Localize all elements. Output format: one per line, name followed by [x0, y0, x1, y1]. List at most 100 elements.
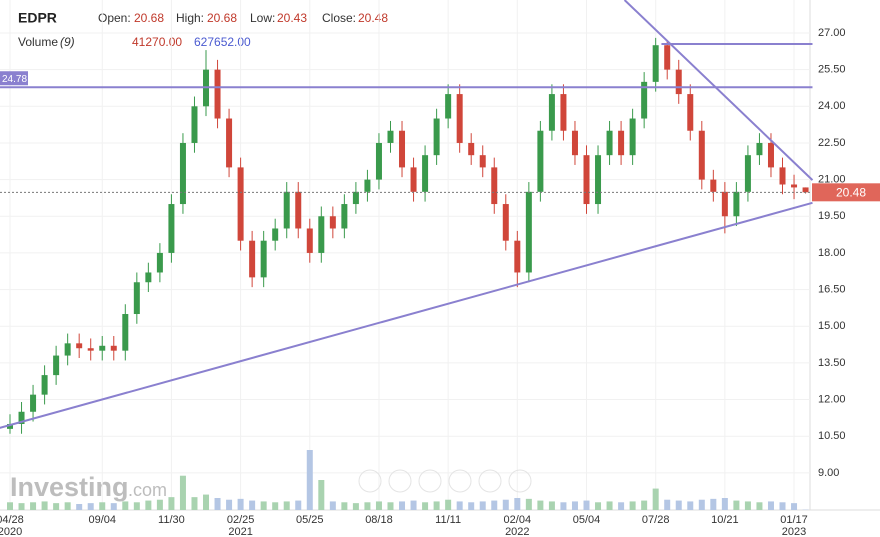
candle-body [606, 130, 613, 156]
candle-body [571, 130, 578, 156]
volume-period: (9) [60, 35, 75, 49]
volume-bar [606, 501, 613, 510]
volume-bar [249, 500, 256, 510]
volume-bar [387, 502, 394, 510]
volume-bar [237, 498, 244, 510]
volume-bar [733, 500, 740, 510]
candle-body [352, 191, 359, 205]
candle-body [168, 204, 175, 253]
candle-body [641, 81, 648, 119]
nav-button[interactable] [478, 469, 502, 493]
trend-line [0, 201, 813, 429]
nav-button[interactable] [508, 469, 532, 493]
volume-bar [479, 501, 486, 510]
candle-body [629, 118, 636, 156]
candle-body [422, 155, 429, 192]
candle-body [687, 94, 694, 131]
candle-body [283, 191, 290, 229]
volume-bar [468, 502, 475, 510]
last-price-tag [812, 183, 880, 202]
candle-body [456, 94, 463, 143]
high-label: High: [176, 11, 204, 25]
y-tick-label: 27.00 [818, 27, 846, 39]
nav-button[interactable] [358, 469, 382, 493]
volume-bar [179, 475, 186, 510]
candle-body [64, 343, 71, 356]
y-tick-label: 9.00 [818, 467, 839, 479]
x-tick-label: 09/04 [88, 514, 116, 526]
volume-bar [641, 500, 648, 510]
candle-body [445, 94, 452, 119]
volume-bar [687, 501, 694, 510]
volume-bar [110, 503, 117, 510]
x-tick-label: 02/25 [227, 514, 255, 526]
nav-button[interactable] [388, 469, 412, 493]
candle-body [721, 191, 728, 217]
volume-bar [30, 502, 37, 510]
candle-body [122, 314, 129, 351]
volume-bar [76, 504, 83, 510]
candle-body [214, 69, 221, 119]
candle-body [249, 240, 256, 278]
volume-bar [721, 498, 728, 510]
volume-bar [318, 480, 325, 510]
volume-bar [399, 501, 406, 510]
low-label: Low: [250, 11, 275, 25]
nav-button[interactable] [448, 469, 472, 493]
volume-bar [767, 501, 774, 510]
candle-body [364, 179, 371, 192]
volume-bar [710, 498, 717, 510]
nav-buttons [358, 469, 532, 493]
candle-body [133, 282, 140, 315]
candle-body [341, 204, 348, 229]
y-tick-label: 25.50 [818, 64, 846, 76]
candle-body [744, 155, 751, 192]
volume-bar [756, 502, 763, 510]
candle-body [560, 94, 567, 131]
last-price-label: 20.48 [836, 185, 866, 199]
candle-body [583, 155, 590, 205]
candle-body [479, 155, 486, 168]
volume-bar [203, 494, 210, 510]
volume-bar [571, 501, 578, 510]
volume-bar [525, 498, 532, 510]
x-tick-label: 11/30 [158, 514, 185, 526]
volume-bar [502, 499, 509, 510]
close-value: 20.48 [358, 11, 388, 25]
candle-body [595, 155, 602, 205]
volume-bar [99, 502, 106, 510]
candle-body [87, 348, 94, 351]
nav-button[interactable] [418, 469, 442, 493]
volume-bar [122, 501, 129, 510]
volume-bar [341, 502, 348, 510]
volume-bar [629, 501, 636, 510]
y-tick-label: 21.00 [818, 174, 846, 186]
volume-bar [537, 500, 544, 510]
candle-body [675, 69, 682, 95]
candle-body [110, 345, 117, 351]
candle-body [329, 216, 336, 229]
volume-bar [191, 497, 198, 510]
candle-body [791, 184, 798, 188]
volume-bar [283, 501, 290, 510]
volume-bar [433, 501, 440, 510]
candle-body [76, 343, 83, 349]
volume-bar [364, 502, 371, 510]
volume-bar [352, 503, 359, 510]
candle-body [756, 142, 763, 156]
candle-body [767, 142, 774, 168]
year-label: 2021 [228, 526, 252, 537]
candle-body [237, 167, 244, 241]
candle-body [733, 191, 740, 217]
volume-bar [214, 498, 221, 510]
candle-body [156, 252, 163, 273]
volume-bar [664, 499, 671, 510]
volume-bar [548, 501, 555, 510]
candle-body [30, 394, 37, 412]
low-value: 20.43 [277, 11, 307, 25]
x-tick-label: 01/17 [780, 514, 808, 526]
x-tick-label: 05/25 [296, 514, 324, 526]
volume-bar [422, 502, 429, 510]
year-label: 2023 [782, 526, 806, 537]
